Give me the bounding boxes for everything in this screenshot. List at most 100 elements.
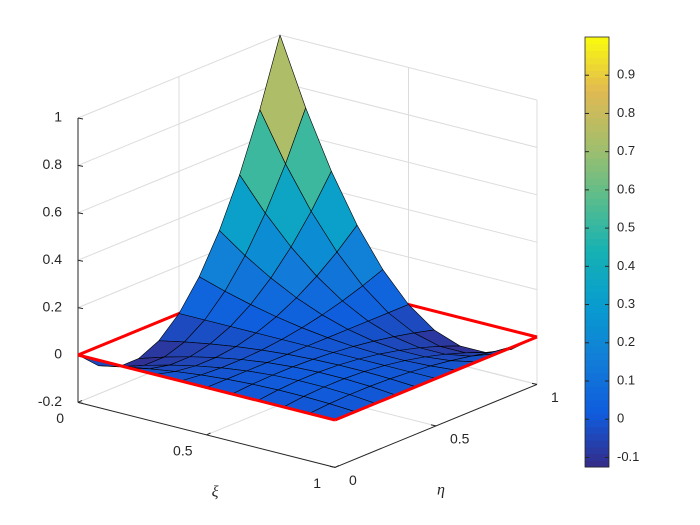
colorbar-cell (585, 124, 609, 132)
colorbar-tick-label: 0.5 (617, 220, 635, 235)
colorbar-cell (585, 238, 609, 246)
colorbar-cell (585, 137, 609, 145)
tick-mark (77, 307, 84, 310)
colorbar-cell (585, 325, 609, 334)
colorbar-cell (585, 278, 609, 287)
colorbar-cell (585, 440, 609, 448)
colorbar-cell (585, 460, 609, 468)
colorbar-tick-label: 0.8 (617, 105, 635, 120)
colorbar-cell (585, 413, 609, 421)
colorbar-cell (585, 104, 609, 112)
colorbar-cell (585, 406, 609, 414)
colorbar-cell (585, 211, 609, 219)
z-tick-label: 0.8 (43, 156, 63, 172)
colorbar-tick-label: 0.1 (617, 372, 635, 387)
z-tick-label: 0.2 (43, 298, 63, 314)
tick-mark (206, 432, 211, 436)
colorbar-cell (585, 426, 609, 434)
colorbar-cell (585, 346, 609, 354)
tick-mark (430, 424, 437, 427)
colorbar-cell (585, 252, 609, 260)
z-tick-label: 0.6 (43, 204, 63, 220)
colorbar-cell (585, 191, 609, 199)
colorbar-tick-label: 0.4 (617, 258, 635, 273)
colorbar-tick-label: 0.6 (617, 181, 635, 196)
tick-mark (77, 399, 83, 403)
colorbar-cell (585, 292, 609, 300)
colorbar-tick-label: 0 (617, 411, 624, 426)
tick-mark (334, 464, 340, 468)
colorbar-cell (585, 231, 609, 240)
tick-mark (329, 465, 336, 468)
colorbar-cell (585, 319, 609, 327)
tick-mark (77, 164, 84, 167)
colorbar-cell (585, 131, 609, 139)
boundary-line (334, 335, 538, 422)
y-tick-label: 1 (551, 389, 559, 405)
colorbar-cell (585, 453, 609, 461)
x-tick-label: 1 (313, 475, 321, 491)
colorbar-cell (585, 339, 609, 347)
y-tick-label: 0.5 (450, 431, 470, 447)
colorbar-cell (585, 245, 609, 253)
colorbar-cell (585, 110, 609, 119)
colorbar-cell (585, 37, 609, 45)
colorbar-cell (585, 151, 609, 159)
colorbar-cell (585, 305, 609, 313)
colorbar-cell (585, 379, 609, 387)
colorbar-cell (585, 225, 609, 233)
colorbar-frame (584, 36, 610, 468)
colorbar-cell (585, 399, 609, 408)
colorbar-cell (585, 157, 609, 166)
colorbar-cell (585, 184, 609, 193)
colorbar-cell (585, 90, 609, 98)
colorbar-cell (585, 144, 609, 152)
x-tick-label: 0.5 (173, 443, 193, 459)
tick-mark (77, 117, 84, 120)
colorbar-tick-label: 0.9 (617, 67, 635, 82)
colorbar-cell (585, 117, 609, 125)
colorbar-cell (585, 299, 609, 307)
colorbar-tick-label: -0.1 (617, 449, 639, 464)
colorbar-cell (585, 198, 609, 206)
colorbar-cell (585, 70, 609, 78)
colorbar-cell (585, 332, 609, 340)
grid-line (77, 34, 538, 119)
colorbar-cell (585, 57, 609, 65)
colorbar-cell (585, 265, 609, 273)
colorbar-cell (585, 50, 609, 58)
y-axis-label: η (437, 482, 445, 499)
boundary-line (77, 353, 336, 422)
tick-mark (531, 382, 538, 385)
colorbar-cell (585, 419, 609, 428)
colorbar-tick-label: 0.7 (617, 143, 635, 158)
tick-mark (77, 401, 84, 404)
y-tick-label: 0 (349, 472, 357, 488)
tick-mark (77, 212, 84, 215)
colorbar-cell (585, 285, 609, 293)
colorbar-cell (585, 171, 609, 179)
z-tick-label: 0 (54, 346, 62, 362)
z-tick-label: 1 (54, 109, 62, 125)
colorbar-cell (585, 77, 609, 85)
colorbar-cell (585, 272, 609, 280)
colorbar-cell (585, 433, 609, 441)
colorbar-cell (585, 372, 609, 381)
colorbar-cell (585, 386, 609, 394)
colorbar-cell (585, 366, 609, 374)
colorbar-cell (585, 84, 609, 92)
colorbar-cell (585, 63, 609, 72)
colorbar-cell (585, 393, 609, 401)
colorbar-cell (585, 43, 609, 51)
x-axis-label: ξ (212, 484, 219, 501)
z-tick-label: -0.2 (38, 393, 62, 409)
colorbar-cell (585, 178, 609, 186)
z-tick-label: 0.4 (43, 251, 63, 267)
colorbar-cell (585, 312, 609, 320)
colorbar-tick-label: 0.2 (617, 334, 635, 349)
colorbar-cell (585, 97, 609, 105)
colorbar-cell (585, 359, 609, 367)
tick-mark (77, 259, 84, 262)
colorbar-cell (585, 204, 609, 213)
